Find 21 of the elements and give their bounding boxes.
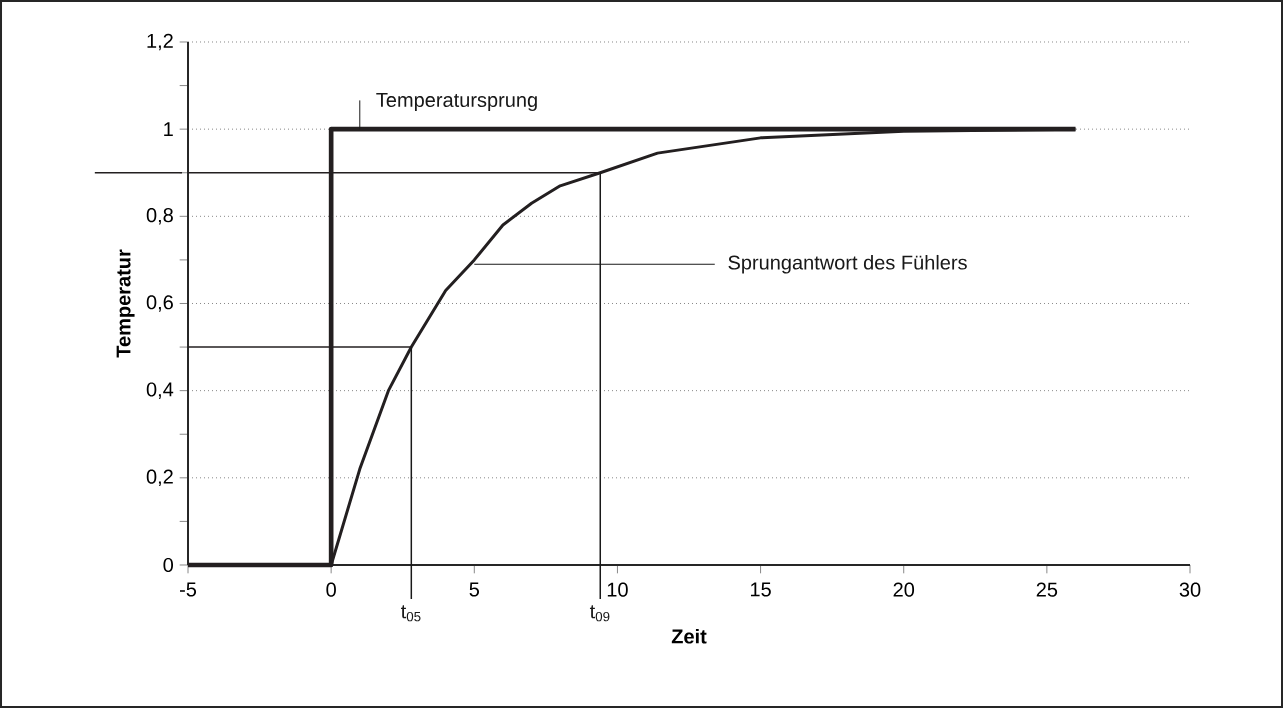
y-tick-label: 1 <box>164 122 173 137</box>
y-tick-label: 0,6 <box>146 295 173 312</box>
annotation: t$_{09}$ <box>589 605 610 622</box>
x-tick-label: 0 <box>326 582 336 597</box>
x-tick-label: 10 <box>607 582 628 597</box>
y-tick-label: 0,4 <box>146 382 174 399</box>
x-tick-label: 30 <box>1179 582 1201 597</box>
x-tick-label: 5 <box>469 582 480 597</box>
y-tick-label: 0,8 <box>146 208 173 225</box>
x-tick-label: 15 <box>750 582 771 597</box>
annotation: Sprungantwort des Fühlers <box>728 254 967 274</box>
x-tick-label: 20 <box>893 582 915 597</box>
y-tick-label: 1,2 <box>147 33 173 51</box>
y-axis-title: Temperatur <box>116 249 135 358</box>
annotation: t$_{05}$ <box>401 605 421 622</box>
x-tick-label: 25 <box>1036 582 1058 597</box>
x-axis-title: Zeit <box>671 628 707 644</box>
annotation: Temperatursprung <box>376 93 537 112</box>
y-tick-label: 0,2 <box>146 469 173 487</box>
y-tick-label: 0 <box>163 557 174 573</box>
x-tick-label: -5 <box>180 582 197 597</box>
